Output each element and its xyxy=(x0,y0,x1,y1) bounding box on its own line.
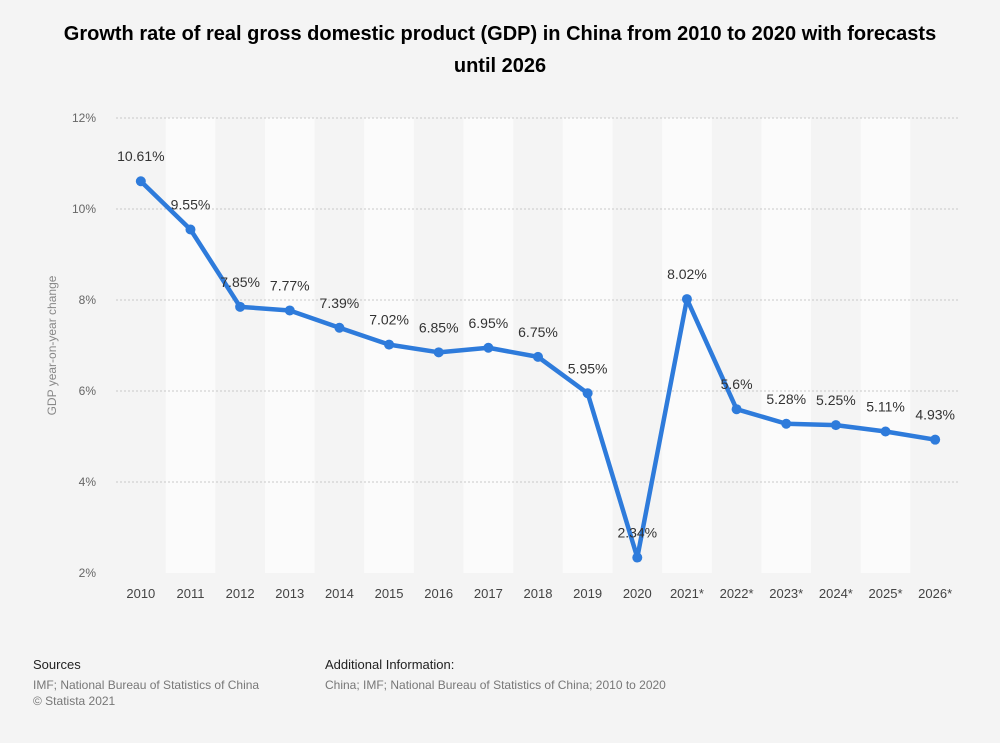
chart-title: Growth rate of real gross domestic produ… xyxy=(63,23,937,77)
data-label: 7.85% xyxy=(220,274,260,290)
x-tick-label: 2010 xyxy=(126,586,155,601)
x-tick-label: 2023* xyxy=(769,586,803,601)
data-points xyxy=(135,176,941,563)
data-point xyxy=(582,388,593,399)
data-label: 7.02% xyxy=(369,312,409,328)
x-tick-label: 2018 xyxy=(524,586,553,601)
column-band xyxy=(264,118,315,573)
data-label: 8.02% xyxy=(667,266,707,282)
y-tick-label: 8% xyxy=(79,293,97,307)
x-tick-label: 2017 xyxy=(474,586,503,601)
x-tick-label: 2021* xyxy=(670,586,704,601)
x-tick-label: 2015 xyxy=(375,586,404,601)
x-tick-label: 2014 xyxy=(325,586,354,601)
grid-lines xyxy=(116,117,960,483)
y-tick-label: 12% xyxy=(72,111,96,125)
x-tick-label: 2026* xyxy=(918,586,952,601)
data-label: 7.77% xyxy=(270,277,310,293)
x-tick-label: 2025* xyxy=(869,586,903,601)
series-polyline xyxy=(138,178,938,560)
x-tick-label: 2012 xyxy=(226,586,255,601)
x-axis-ticks: 2010 2011 2012 2013 2014 2015 2016 2017 2018 2019… xyxy=(126,586,952,601)
data-point xyxy=(781,418,792,429)
data-labels: 10.61% 9.55% 7.85% 7.77% 7.39% 7.02% 6.85% 6.95… xyxy=(117,148,955,540)
x-tick-label: 2013 xyxy=(275,586,304,601)
data-point xyxy=(185,224,196,235)
x-tick-label: 2024* xyxy=(819,586,853,601)
data-point xyxy=(135,176,146,187)
y-axis-ticks: 2% 4% 6% 8% 10% 12% xyxy=(72,111,96,580)
x-tick-label: 2016 xyxy=(424,586,453,601)
series-line xyxy=(138,178,938,560)
column-band xyxy=(662,118,712,573)
sources-text: IMF; National Bureau of Statistics of Ch… xyxy=(33,678,260,692)
data-label: 5.11% xyxy=(866,398,905,414)
x-tick-label: 2019 xyxy=(573,586,602,601)
y-tick-label: 10% xyxy=(72,202,96,216)
copyright-text: © Statista 2021 xyxy=(33,694,116,708)
data-label: 7.39% xyxy=(320,295,360,311)
data-point xyxy=(235,301,246,312)
data-label: 4.93% xyxy=(915,407,955,423)
data-label: 10.61% xyxy=(117,148,164,164)
data-point xyxy=(731,404,742,415)
data-label: 6.95% xyxy=(469,315,509,331)
additional-info-text: China; IMF; National Bureau of Statistic… xyxy=(325,678,666,692)
data-point xyxy=(433,347,444,358)
data-point xyxy=(533,351,543,362)
data-point xyxy=(284,305,295,316)
column-band xyxy=(860,118,911,573)
x-tick-label: 2022* xyxy=(720,586,754,601)
y-tick-label: 6% xyxy=(79,384,97,398)
data-label: 5.95% xyxy=(568,360,608,376)
data-label: 5.28% xyxy=(766,391,806,407)
data-label: 6.85% xyxy=(419,319,459,335)
data-label: 9.55% xyxy=(171,196,211,212)
data-label: 5.6% xyxy=(721,376,753,392)
data-point xyxy=(334,322,345,333)
data-label: 6.75% xyxy=(518,324,558,340)
additional-info-heading: Additional Information: xyxy=(325,657,455,672)
line-chart: 2%4%6%8%10%12% 2010 2011 2012 2013 2014 2015 2… xyxy=(45,111,960,601)
column-band xyxy=(562,118,613,573)
data-point xyxy=(632,552,643,563)
data-point xyxy=(384,339,395,350)
data-label: 5.25% xyxy=(816,392,856,408)
column-band xyxy=(761,118,812,573)
data-point xyxy=(880,426,891,437)
x-tick-label: 2011 xyxy=(176,586,204,601)
y-axis-label: GDP year-on-year change xyxy=(45,275,59,415)
column-bands xyxy=(165,118,911,573)
y-tick-label: 4% xyxy=(79,475,97,489)
data-point xyxy=(830,420,841,431)
y-tick-label: 2% xyxy=(79,566,97,580)
data-point xyxy=(483,342,494,353)
sources-block: Sources IMF; National Bureau of Statisti… xyxy=(33,657,259,709)
column-band xyxy=(165,118,216,573)
data-label: 2.34% xyxy=(617,525,657,541)
sources-heading: Sources xyxy=(33,657,81,672)
additional-info-block: Additional Information: China; IMF; Nati… xyxy=(325,657,666,693)
data-point xyxy=(930,434,941,445)
x-tick-label: 2020 xyxy=(623,586,652,601)
data-point xyxy=(681,294,692,305)
